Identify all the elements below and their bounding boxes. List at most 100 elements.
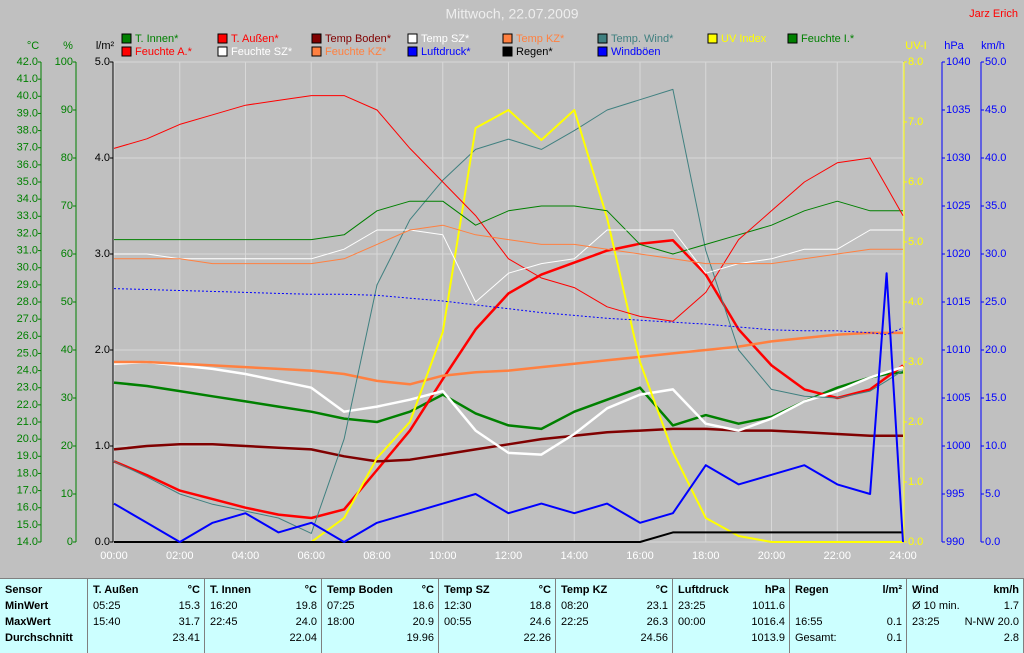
legend-swatch [217,46,228,57]
y-axis-title: UV-I [905,40,926,52]
y-tick-label: 38.0 [17,124,38,136]
y-tick-label: 14.0 [17,536,38,548]
group-name: Wind [912,584,939,596]
series-line [114,331,903,386]
y-tick-label: 1015 [946,296,970,308]
y-tick-label: 100 [55,56,73,68]
group-unit: °C [538,584,551,596]
legend-swatch [407,33,418,44]
y-tick-label: 1010 [946,344,970,356]
y-tick-label: 1000 [946,440,970,452]
stat-value: 1013.9 [751,632,785,644]
legend-label: Windböen [611,46,661,58]
y-tick-label: 30.0 [985,248,1006,260]
y-tick-label: 1005 [946,392,970,404]
stat-time: 05:25 [93,600,121,612]
series-line [114,531,903,543]
stats-row: Temp Boden °C [327,582,434,598]
group-name: T. Innen [210,584,251,596]
y-tick-label: 27.0 [17,313,38,325]
legend-label: Feuchte A.* [135,46,193,58]
stats-table: Sensor MinWert MaxWert Durchschnitt T. Außen… [0,578,1024,653]
chart-title: Mittwoch, 22.07.2009 [445,6,578,22]
y-tick-label: 19.0 [17,450,38,462]
stats-row: Gesamt: 0.1 [795,630,902,646]
stat-value: 18.6 [412,600,434,612]
stats-row: 07:25 18.6 [327,598,434,614]
y-tick-label: 1040 [946,56,970,68]
y-tick-label: 0.0 [908,536,923,548]
group-unit: °C [655,584,668,596]
legend-label: T. Innen* [135,33,179,45]
y-tick-label: 40.0 [17,90,38,102]
group-unit: l/m² [882,584,902,596]
y-tick-label: 20 [61,440,73,452]
stat-value: 24.56 [640,632,668,644]
y-tick-label: 20.0 [985,344,1006,356]
stat-value: 1.7 [1003,600,1019,612]
y-tick-label: 995 [946,488,964,500]
stats-row: 1013.9 [678,630,785,646]
y-tick-label: 60 [61,248,73,260]
y-tick-label: 35.0 [985,200,1006,212]
legend-label: Temp Boden* [325,33,392,45]
stat-time: 23:25 [678,600,706,612]
y-tick-label: 34.0 [17,193,38,205]
x-tick-label: 14:00 [560,550,588,562]
stats-group: Wind km/h Ø 10 min. 1.7 23:25 N-NW 20.0 2.8 [907,579,1024,653]
y-tick-label: 33.0 [17,210,38,222]
series-line [113,360,904,456]
y-tick-label: 10 [61,488,73,500]
y-axis-title: hPa [944,40,964,52]
stats-row: 23:25 1011.6 [678,598,785,614]
legend-swatch [597,33,608,44]
stat-value: 31.7 [178,616,200,628]
x-tick-label: 10:00 [429,550,457,562]
series-line [114,200,903,255]
y-tick-label: 31.0 [17,244,38,256]
stat-value: 18.8 [529,600,551,612]
y-tick-label: 36.0 [17,159,38,171]
stats-row: 23.41 [93,630,200,646]
stat-value: 23.41 [172,632,200,644]
y-tick-label: 1020 [946,248,970,260]
stat-value: 0.1 [886,616,902,628]
y-tick-label: 17.0 [17,484,38,496]
stat-value: 23.1 [646,600,668,612]
stats-group: Temp KZ °C 08:20 23.1 22:25 26.3 24.56 [556,579,673,653]
x-tick-label: 24:00 [889,550,917,562]
stats-row: MaxWert [5,614,83,630]
y-tick-label: 29.0 [17,279,38,291]
stats-row: 22.04 [210,630,317,646]
legend-swatch [311,33,322,44]
stats-row: 00:00 1016.4 [678,614,785,630]
legend-swatch [597,46,608,57]
stat-value: 26.3 [646,616,668,628]
y-tick-label: 1.0 [95,440,110,452]
y-tick-label: 0.0 [985,536,1000,548]
group-unit: km/h [993,584,1019,596]
y-tick-label: 15.0 [17,519,38,531]
y-tick-label: 40 [61,344,73,356]
stats-row: T. Innen °C [210,582,317,598]
group-name: Temp SZ [444,584,490,596]
stats-row: 24.56 [561,630,668,646]
x-tick-label: 00:00 [100,550,128,562]
group-unit: °C [304,584,317,596]
stats-row: 16:55 0.1 [795,614,902,630]
stat-value: 20.9 [412,616,434,628]
stat-time: 18:00 [327,616,355,628]
x-tick-label: 04:00 [232,550,260,562]
legend-swatch [407,46,418,57]
stats-group: Temp SZ °C 12:30 18.8 00:55 24.6 22.26 [439,579,556,653]
legend-swatch [121,46,132,57]
y-tick-label: 18.0 [17,467,38,479]
group-name: Luftdruck [678,584,729,596]
stats-row: 00:55 24.6 [444,614,551,630]
stat-value: 24.6 [529,616,551,628]
stats-row: 05:25 15.3 [93,598,200,614]
y-tick-label: 0 [67,536,73,548]
legend-label: Temp. Wind* [611,33,674,45]
stats-row: 08:20 23.1 [561,598,668,614]
stat-time: 16:55 [795,616,823,628]
